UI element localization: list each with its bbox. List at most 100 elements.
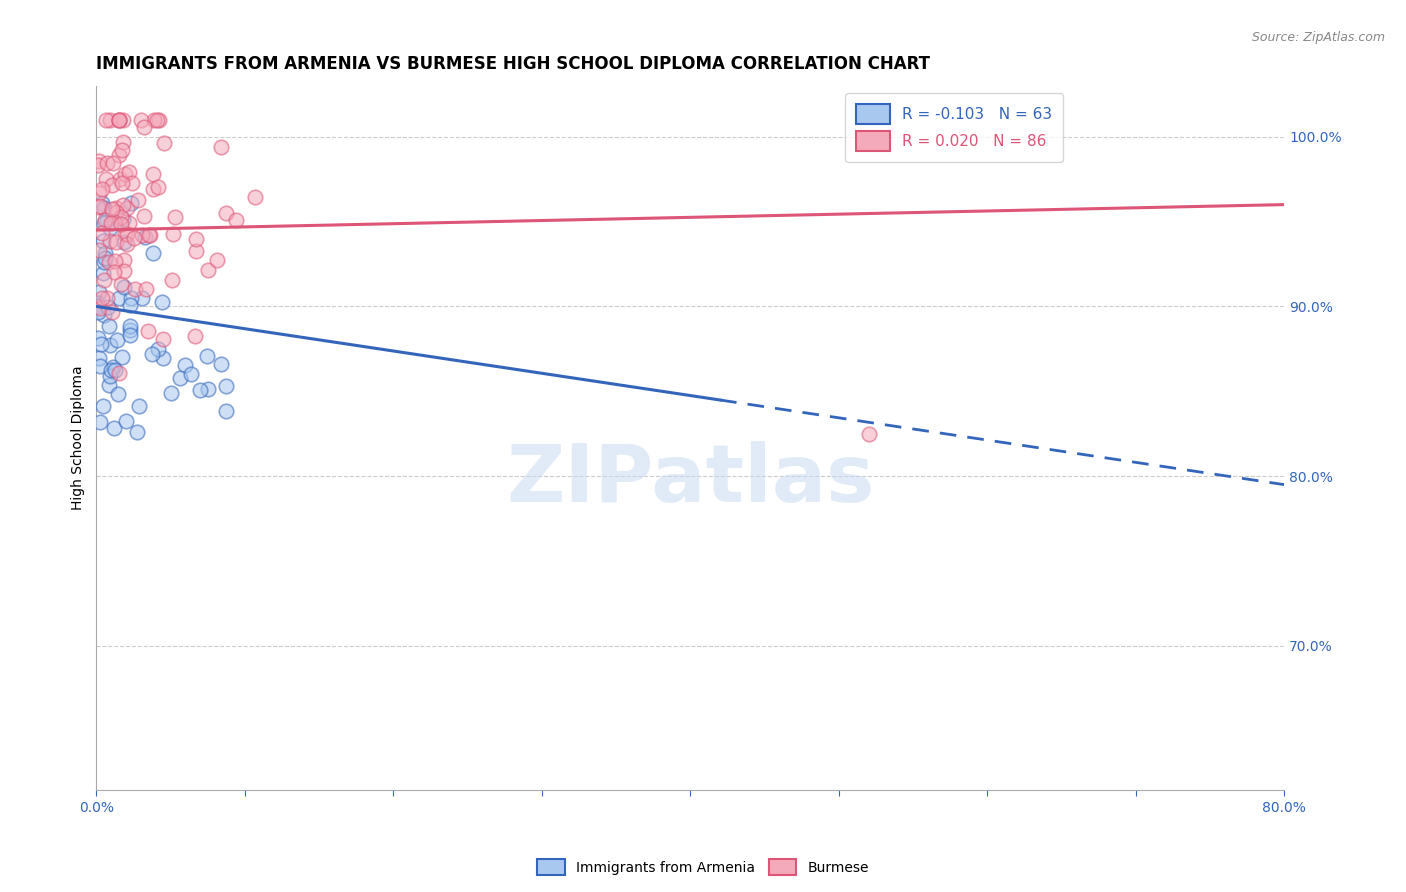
Point bbox=[124, 282, 146, 296]
Point bbox=[142, 182, 165, 196]
Point bbox=[93, 201, 115, 215]
Point bbox=[111, 176, 134, 190]
Point bbox=[94, 245, 117, 260]
Point bbox=[108, 112, 131, 127]
Point bbox=[858, 426, 880, 441]
Point bbox=[107, 366, 129, 380]
Point bbox=[160, 273, 183, 287]
Point bbox=[152, 332, 174, 346]
Point bbox=[132, 120, 155, 134]
Point bbox=[112, 112, 135, 127]
Point bbox=[129, 112, 152, 127]
Point bbox=[197, 263, 219, 277]
Point bbox=[134, 230, 156, 244]
Point bbox=[89, 186, 111, 201]
Point bbox=[89, 415, 111, 429]
Point bbox=[111, 350, 134, 364]
Point bbox=[108, 291, 131, 305]
Point bbox=[104, 204, 127, 219]
Point bbox=[184, 232, 207, 246]
Point bbox=[103, 215, 125, 229]
Point bbox=[160, 386, 183, 401]
Point bbox=[121, 176, 143, 190]
Point bbox=[120, 323, 142, 337]
Point bbox=[87, 296, 110, 310]
Point bbox=[91, 226, 114, 240]
Point bbox=[125, 425, 148, 439]
Y-axis label: High School Diploma: High School Diploma bbox=[72, 366, 86, 510]
Point bbox=[87, 351, 110, 366]
Point bbox=[128, 400, 150, 414]
Point bbox=[98, 221, 121, 235]
Point bbox=[135, 282, 157, 296]
Point bbox=[101, 155, 124, 169]
Point bbox=[91, 234, 114, 248]
Point bbox=[110, 217, 132, 231]
Point bbox=[114, 167, 136, 181]
Point bbox=[148, 180, 170, 194]
Point bbox=[169, 371, 191, 385]
Point bbox=[89, 154, 111, 169]
Point bbox=[93, 216, 115, 230]
Point bbox=[91, 399, 114, 413]
Point bbox=[117, 216, 139, 230]
Point bbox=[93, 213, 115, 227]
Point bbox=[150, 295, 173, 310]
Point bbox=[132, 209, 155, 223]
Point bbox=[111, 135, 134, 149]
Point bbox=[97, 301, 120, 315]
Point bbox=[118, 327, 141, 342]
Point bbox=[215, 206, 238, 220]
Point bbox=[143, 112, 166, 127]
Point bbox=[118, 165, 141, 179]
Point bbox=[211, 357, 233, 371]
Point bbox=[93, 252, 115, 266]
Point bbox=[114, 414, 136, 428]
Point bbox=[180, 368, 202, 382]
Point bbox=[139, 228, 162, 243]
Point bbox=[93, 308, 115, 322]
Point bbox=[215, 404, 238, 418]
Point bbox=[120, 291, 142, 305]
Point bbox=[107, 112, 129, 127]
Point bbox=[98, 234, 121, 248]
Text: ZIPatlas: ZIPatlas bbox=[506, 442, 875, 519]
Point bbox=[108, 112, 131, 127]
Point bbox=[91, 181, 114, 195]
Point bbox=[90, 195, 112, 210]
Point bbox=[142, 246, 165, 260]
Point bbox=[111, 143, 134, 157]
Legend: Immigrants from Armenia, Burmese: Immigrants from Armenia, Burmese bbox=[531, 854, 875, 880]
Point bbox=[112, 212, 135, 227]
Point bbox=[243, 190, 266, 204]
Point bbox=[114, 227, 136, 241]
Point bbox=[112, 252, 135, 267]
Point bbox=[105, 333, 128, 347]
Point bbox=[103, 359, 125, 374]
Point bbox=[101, 178, 124, 193]
Point bbox=[131, 291, 153, 305]
Point bbox=[98, 318, 121, 333]
Point bbox=[96, 112, 118, 127]
Point bbox=[93, 273, 115, 287]
Point bbox=[141, 347, 163, 361]
Point bbox=[107, 387, 129, 401]
Point bbox=[141, 168, 163, 182]
Point bbox=[112, 264, 135, 278]
Point bbox=[103, 265, 125, 279]
Point bbox=[87, 158, 110, 172]
Point bbox=[209, 140, 232, 154]
Point bbox=[104, 362, 127, 376]
Point bbox=[205, 252, 228, 267]
Point bbox=[197, 382, 219, 396]
Point bbox=[225, 213, 247, 227]
Point bbox=[110, 210, 132, 224]
Point bbox=[146, 342, 169, 356]
Point bbox=[94, 172, 117, 186]
Point bbox=[90, 337, 112, 351]
Legend: R = -0.103   N = 63, R = 0.020   N = 86: R = -0.103 N = 63, R = 0.020 N = 86 bbox=[845, 94, 1063, 161]
Point bbox=[112, 235, 135, 249]
Point bbox=[98, 377, 121, 392]
Point bbox=[91, 291, 114, 305]
Point bbox=[100, 216, 122, 230]
